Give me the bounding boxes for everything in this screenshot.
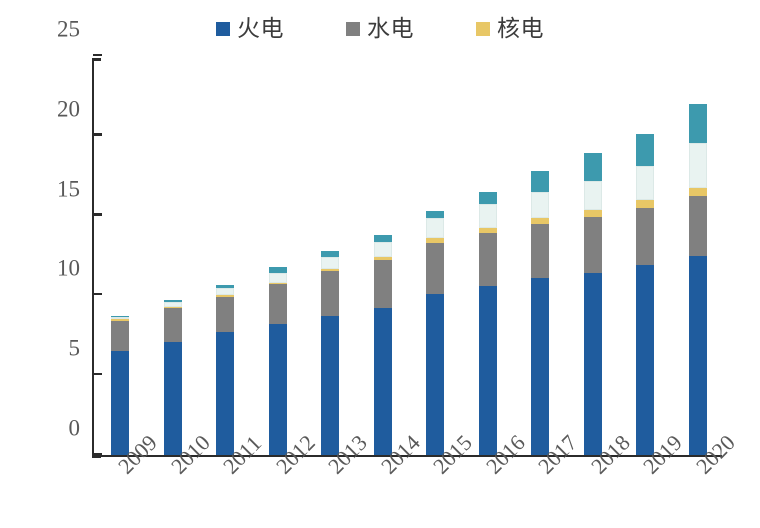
y-axis-tick: 25 xyxy=(57,16,102,56)
bar-group[interactable] xyxy=(426,56,445,455)
bar-segment xyxy=(268,272,287,283)
bar-segment xyxy=(373,257,392,261)
bar-segment xyxy=(321,316,340,455)
bar-segment xyxy=(636,199,655,208)
bar-segment xyxy=(531,217,550,224)
bar-segment xyxy=(688,143,707,189)
bar-segment xyxy=(636,265,655,455)
x-axis-labels: 2009 2010 2011 2012 2013 2014 2015 2016 2017 2018… xyxy=(92,430,739,527)
legend-label: 水电 xyxy=(367,15,414,42)
bar-segment xyxy=(426,238,445,243)
bar-group[interactable] xyxy=(111,56,130,455)
bar-segment xyxy=(478,285,497,455)
bar-segment xyxy=(111,351,130,455)
chart-legend: 火电 水电 核电 xyxy=(0,12,760,46)
bar-segment xyxy=(426,210,445,218)
bar-segment xyxy=(163,308,182,342)
bar-segment xyxy=(688,103,707,144)
plot-area: 0 5 10 15 20 25 xyxy=(57,16,722,458)
bar-segment xyxy=(583,180,602,211)
bar-group[interactable] xyxy=(478,56,497,455)
bar-segment xyxy=(373,308,392,455)
y-axis-tick-label: 0 xyxy=(68,415,81,441)
y-axis-tick-label: 20 xyxy=(57,96,80,122)
bar-segment xyxy=(583,210,602,218)
y-axis-tick: 20 xyxy=(57,96,102,136)
bar-segment xyxy=(163,306,182,309)
bars-layer xyxy=(94,58,722,455)
legend-item[interactable]: 火电 xyxy=(216,15,284,42)
bar-segment xyxy=(321,250,340,257)
legend-label: 核电 xyxy=(497,15,544,42)
legend-swatch-icon xyxy=(346,22,360,36)
bar-group[interactable] xyxy=(373,56,392,455)
bar-group[interactable] xyxy=(531,56,550,455)
bar-segment xyxy=(531,277,550,455)
y-axis-tick: 10 xyxy=(57,256,102,296)
bar-segment xyxy=(478,191,497,205)
bar-segment xyxy=(478,204,497,228)
bar-segment xyxy=(268,324,287,455)
bar-segment xyxy=(531,223,550,278)
bar-segment xyxy=(216,332,235,455)
bar-segment xyxy=(688,255,707,455)
bar-segment xyxy=(268,284,287,325)
bar-segment xyxy=(163,341,182,455)
bar-segment xyxy=(478,233,497,286)
bar-segment xyxy=(111,320,130,352)
legend-swatch-icon xyxy=(216,22,230,36)
y-axis-tick-label: 5 xyxy=(68,335,81,361)
bar-segment xyxy=(636,207,655,266)
bar-group[interactable] xyxy=(583,56,602,455)
y-axis-top-cap xyxy=(91,58,101,61)
y-axis-tick-label: 15 xyxy=(57,176,80,202)
bar-group[interactable] xyxy=(268,56,287,455)
bar-segment xyxy=(583,273,602,455)
bar-segment xyxy=(321,271,340,317)
bar-segment xyxy=(583,152,602,181)
y-axis-tick-label: 10 xyxy=(57,255,80,281)
bar-segment xyxy=(321,256,340,270)
bar-segment xyxy=(111,316,130,320)
bar-segment xyxy=(531,191,550,218)
legend-swatch-icon xyxy=(476,22,490,36)
bar-segment xyxy=(373,260,392,309)
bar-segment xyxy=(426,217,445,239)
y-axis-tick: 0 xyxy=(69,415,102,455)
bar-segment xyxy=(163,300,182,302)
y-axis-tick: 5 xyxy=(69,336,102,376)
bar-segment xyxy=(373,234,392,242)
bar-segment xyxy=(478,227,497,234)
bar-segment xyxy=(636,166,655,200)
bar-segment xyxy=(111,319,130,321)
bar-segment xyxy=(216,288,235,296)
bar-segment xyxy=(268,282,287,285)
bar-segment xyxy=(216,297,235,333)
bar-segment xyxy=(531,170,550,192)
bar-group[interactable] xyxy=(636,56,655,455)
bar-segment xyxy=(583,217,602,274)
bar-group[interactable] xyxy=(216,56,235,455)
bar-group[interactable] xyxy=(688,56,707,455)
y-axis-bottom-cap xyxy=(91,455,101,458)
bar-segment xyxy=(426,293,445,455)
bar-segment xyxy=(216,284,235,289)
bar-segment xyxy=(268,267,287,273)
bar-group[interactable] xyxy=(321,56,340,455)
bar-group[interactable] xyxy=(163,56,182,455)
legend-item[interactable]: 核电 xyxy=(476,15,544,42)
y-axis-tick-label: 25 xyxy=(57,16,80,42)
bar-segment xyxy=(636,134,655,167)
bar-segment xyxy=(163,301,182,307)
bar-segment xyxy=(688,196,707,256)
bar-segment xyxy=(688,188,707,197)
bar-segment xyxy=(321,269,340,272)
legend-label: 火电 xyxy=(237,15,284,42)
bar-segment xyxy=(216,295,235,297)
y-axis-tick: 15 xyxy=(57,176,102,216)
bar-segment xyxy=(426,242,445,294)
bar-segment xyxy=(373,241,392,258)
legend-item[interactable]: 水电 xyxy=(346,15,414,42)
